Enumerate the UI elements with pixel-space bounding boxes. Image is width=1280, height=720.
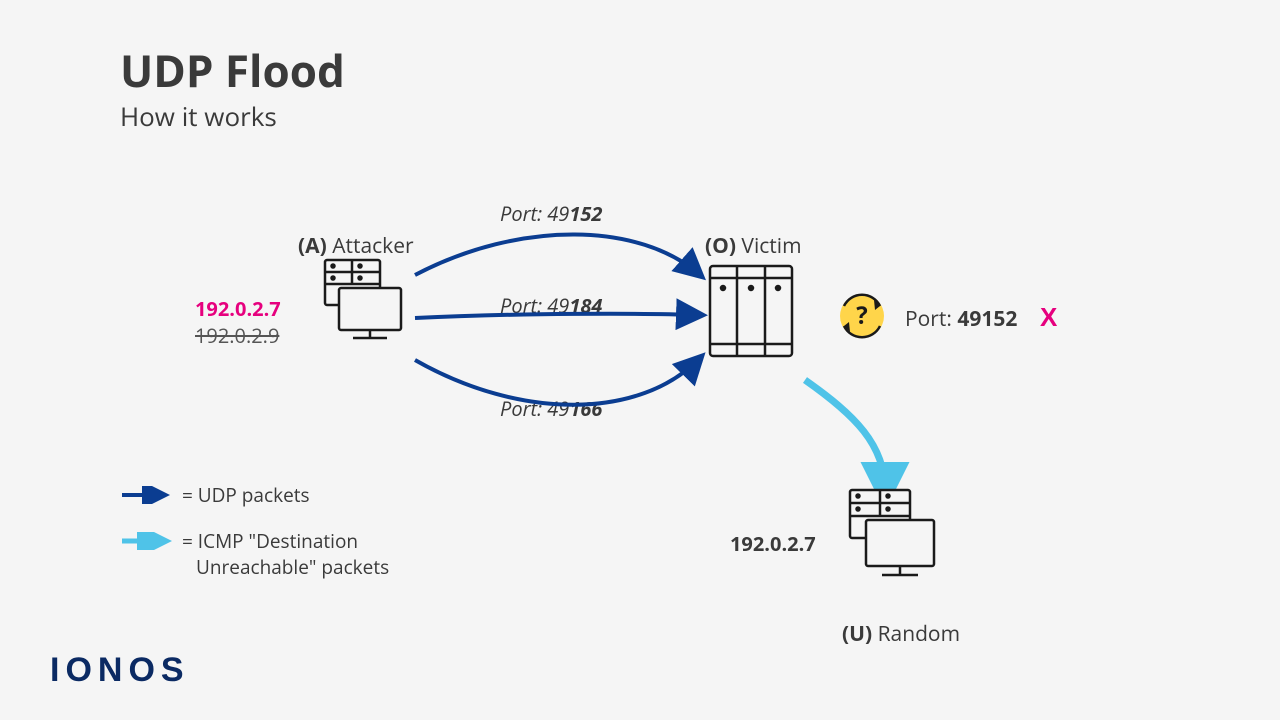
brand-logo: IONOS: [50, 651, 190, 690]
svg-text:?: ?: [856, 299, 867, 332]
legend-icmp-text: = ICMP "Destination Unreachable" packets: [182, 528, 389, 580]
legend-udp: = UDP packets: [120, 482, 310, 508]
attacker-label: (A) Attacker: [298, 232, 414, 260]
random-label: (U) Random: [842, 620, 960, 648]
victim-letter: (O): [705, 232, 736, 260]
legend-udp-text: = UDP packets: [182, 482, 310, 508]
page-subtitle: How it works: [120, 98, 277, 134]
legend-icmp: = ICMP "Destination Unreachable" packets: [120, 528, 389, 580]
victim-icon: [710, 266, 792, 356]
question-badge-icon: ?: [840, 294, 884, 338]
victim-port-value: 49152: [957, 305, 1017, 333]
victim-port-check: Port: 49152: [905, 305, 1017, 333]
page-title: UDP Flood: [120, 40, 345, 100]
attacker-role: Attacker: [332, 232, 413, 260]
udp-arrow-1: [415, 234, 700, 275]
attacker-spoofed-ip: 192.0.2.7: [195, 295, 281, 322]
attacker-letter: (A): [298, 232, 327, 260]
udp-port-3: Port: 49166: [500, 395, 602, 422]
random-ip: 192.0.2.7: [730, 530, 816, 557]
random-role: Random: [878, 620, 960, 648]
attacker-icon: [325, 260, 401, 338]
random-icon: [850, 490, 934, 575]
icmp-arrow: [805, 380, 885, 490]
attacker-real-ip: 192.0.2.9: [195, 322, 279, 349]
legend-icmp-arrow-icon: [120, 532, 172, 550]
victim-port-label: Port:: [905, 305, 952, 333]
udp-port-2: Port: 49184: [500, 292, 602, 319]
victim-role: Victim: [741, 232, 801, 260]
random-letter: (U): [842, 620, 872, 648]
udp-port-1: Port: 49152: [500, 200, 602, 227]
legend-udp-arrow-icon: [120, 486, 172, 504]
victim-label: (O) Victim: [705, 232, 802, 260]
port-closed-x-icon: X: [1040, 302, 1057, 333]
